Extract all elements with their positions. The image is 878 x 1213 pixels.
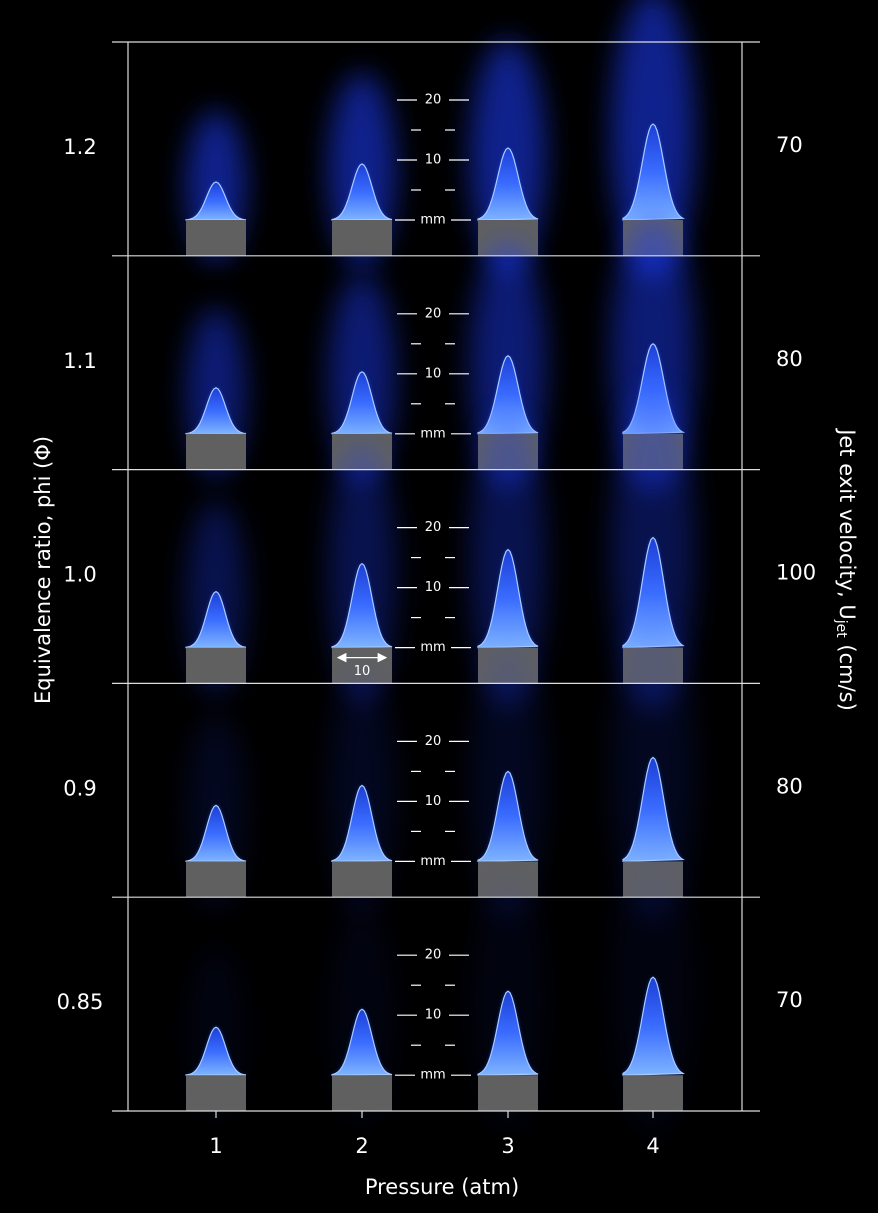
scale-label: 20 [425, 93, 442, 108]
burner [186, 434, 246, 470]
phi-label: 0.85 [57, 990, 104, 1014]
phi-label: 1.1 [63, 349, 96, 373]
burner [186, 861, 246, 897]
burner [332, 1075, 392, 1111]
phi-label: 1.0 [63, 563, 96, 587]
scale-label: 20 [425, 948, 442, 963]
scale-label: mm [420, 1068, 445, 1083]
x-tick-label: 1 [209, 1134, 222, 1158]
velocity-label: 70 [776, 133, 803, 157]
scale-label: 20 [425, 734, 442, 749]
page: {"axis_labels": {"left": "Equivalence ra… [0, 0, 878, 1213]
velocity-label: 80 [776, 774, 803, 798]
scale-label: 10 [425, 580, 442, 595]
scale-label: 10 [425, 794, 442, 809]
scale-label: mm [420, 640, 445, 655]
burner [623, 1075, 683, 1111]
scale-label: mm [420, 213, 445, 228]
scale-label: 20 [425, 306, 442, 321]
right-label-main: Jet exit velocity, U [835, 427, 859, 620]
scale-label: 20 [425, 520, 442, 535]
phi-label: 1.2 [63, 135, 96, 159]
right-axis-label: Jet exit velocity, Ujet (cm/s) [833, 427, 859, 711]
bottom-axis-label: Pressure (atm) [365, 1175, 519, 1199]
x-tick-label: 2 [355, 1134, 368, 1158]
scale-label: mm [420, 426, 445, 441]
burner [332, 220, 392, 256]
burner [478, 1075, 538, 1111]
x-tick-label: 4 [646, 1134, 659, 1158]
scale-label: 10 [425, 153, 442, 168]
burner [186, 220, 246, 256]
burner [186, 1075, 246, 1111]
scale-label: mm [420, 854, 445, 869]
width-label: 10 [354, 664, 371, 679]
burner [332, 861, 392, 897]
scale-label: 10 [425, 366, 442, 381]
phi-label: 0.9 [63, 776, 96, 800]
right-label-suffix: (cm/s) [835, 638, 859, 711]
background [0, 0, 878, 1213]
velocity-label: 100 [776, 561, 816, 585]
velocity-label: 80 [776, 347, 803, 371]
right-label-subscript: jet [833, 619, 849, 639]
velocity-label: 70 [776, 988, 803, 1012]
burner [186, 648, 246, 684]
figure: Equivalence ratio, phi (Φ) Jet exit velo… [0, 0, 878, 1213]
scale-label: 10 [425, 1008, 442, 1023]
x-tick-label: 3 [501, 1134, 514, 1158]
left-axis-label: Equivalence ratio, phi (Φ) [31, 436, 55, 704]
